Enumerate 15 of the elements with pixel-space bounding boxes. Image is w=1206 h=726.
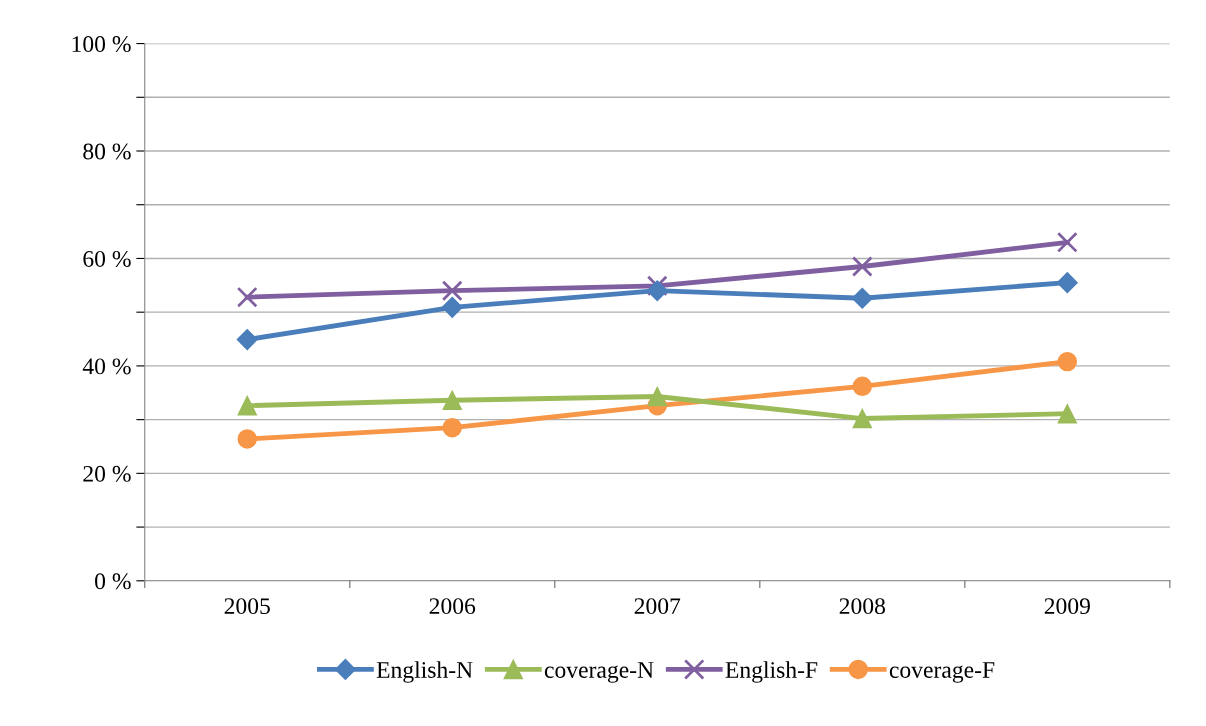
x-tick-label: 2007	[634, 598, 681, 615]
y-tick-label: 40 %	[82, 358, 131, 375]
y-tick-label: 100 %	[72, 36, 131, 53]
legend-label: coverage-N	[544, 662, 654, 683]
legend-label: English-N	[376, 661, 473, 683]
y-tick-label: 0 %	[95, 573, 131, 590]
x-tick-label: 2009	[1044, 598, 1090, 615]
x-tick-label: 2005	[224, 598, 270, 615]
legend-label: English-F	[725, 661, 818, 683]
x-tick-label: 2006	[429, 598, 476, 615]
y-tick-label: 20 %	[83, 465, 131, 482]
y-tick-label: 60 %	[83, 250, 131, 267]
y-tick-label: 80 %	[83, 143, 131, 160]
legend-label: coverage-F	[889, 662, 995, 683]
x-tick-label: 2008	[839, 598, 885, 615]
